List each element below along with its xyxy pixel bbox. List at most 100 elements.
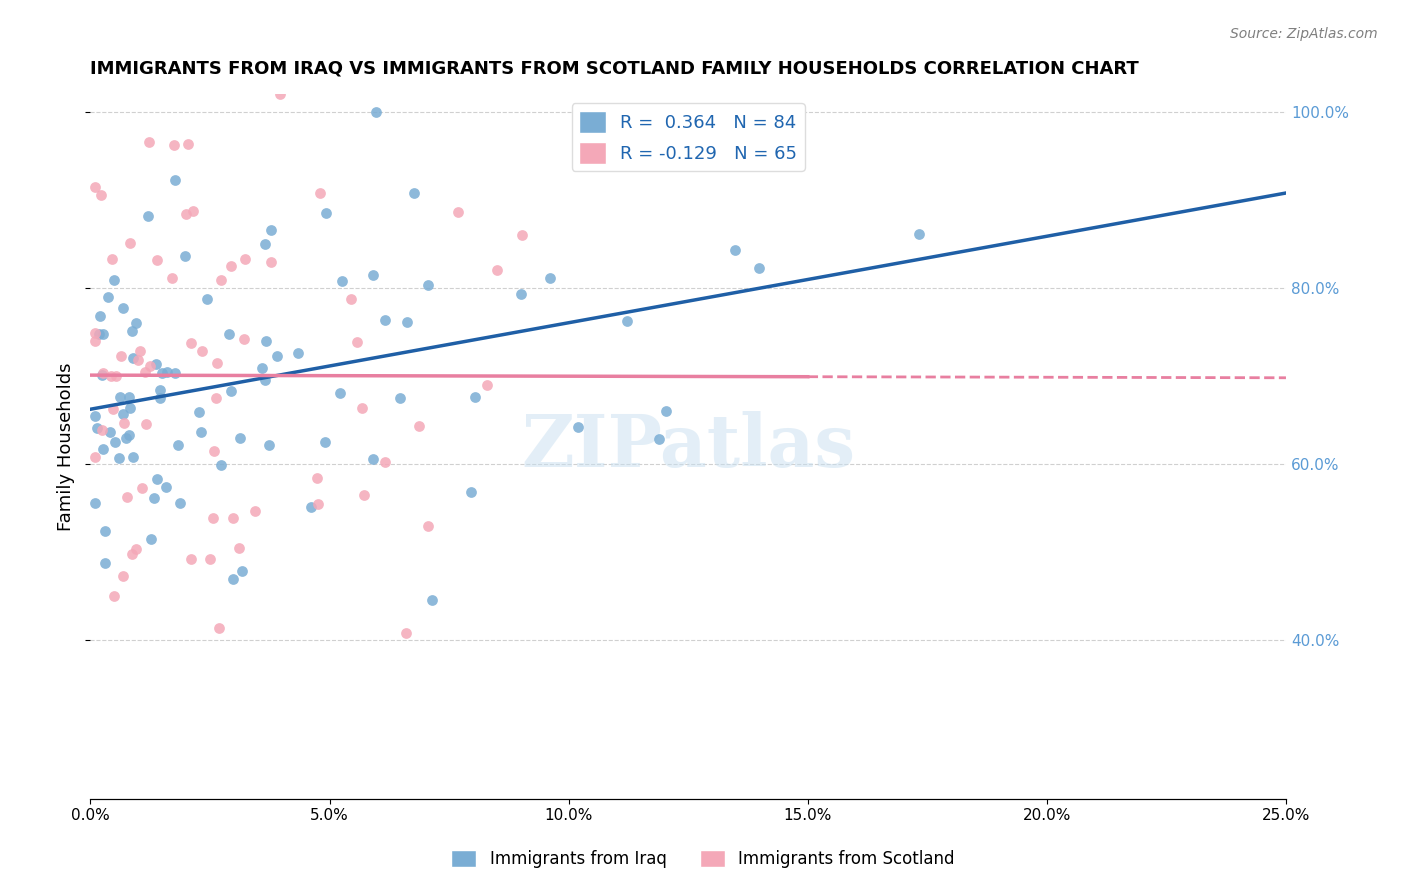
Point	[103, 590, 125, 604]
Point	[135, 417, 157, 432]
Point	[129, 344, 152, 359]
Point	[219, 384, 242, 399]
Point	[166, 437, 188, 451]
Point	[134, 365, 156, 379]
Point	[748, 261, 770, 276]
Point	[616, 313, 638, 327]
Point	[253, 374, 276, 388]
Point	[121, 351, 143, 365]
Point	[86, 421, 108, 435]
Point	[389, 392, 412, 406]
Point	[110, 349, 132, 363]
Point	[190, 425, 212, 439]
Point	[142, 491, 165, 505]
Point	[150, 366, 173, 380]
Legend: R =  0.364   N = 84, R = -0.129   N = 65: R = 0.364 N = 84, R = -0.129 N = 65	[572, 103, 804, 171]
Point	[139, 532, 162, 546]
Point	[136, 209, 159, 223]
Point	[117, 490, 139, 504]
Point	[749, 112, 772, 127]
Point	[475, 377, 498, 392]
Point	[198, 551, 221, 566]
Point	[145, 358, 167, 372]
Point	[103, 273, 125, 287]
Point	[89, 309, 111, 323]
Point	[108, 391, 131, 405]
Text: Source: ZipAtlas.com: Source: ZipAtlas.com	[1230, 27, 1378, 41]
Point	[486, 262, 509, 277]
Point	[121, 547, 143, 561]
Point	[207, 621, 229, 635]
Point	[101, 401, 124, 416]
Point	[84, 326, 107, 341]
Point	[118, 401, 141, 415]
Point	[104, 434, 127, 449]
Point	[254, 236, 277, 251]
Point	[447, 205, 470, 219]
Point	[209, 458, 232, 472]
Point	[222, 572, 245, 586]
Point	[155, 480, 177, 494]
Point	[219, 259, 242, 273]
Point	[510, 287, 533, 301]
Text: ZIPatlas: ZIPatlas	[522, 411, 855, 482]
Point	[364, 105, 387, 120]
Point	[222, 511, 245, 525]
Point	[510, 227, 533, 242]
Point	[84, 334, 107, 349]
Point	[125, 541, 148, 556]
Y-axis label: Family Households: Family Households	[58, 362, 75, 531]
Point	[205, 392, 228, 406]
Point	[232, 333, 254, 347]
Point	[394, 625, 416, 640]
Point	[163, 173, 186, 187]
Point	[169, 496, 191, 510]
Point	[105, 369, 128, 384]
Point	[112, 416, 135, 430]
Point	[374, 455, 396, 469]
Point	[111, 568, 134, 582]
Point	[209, 273, 232, 287]
Point	[139, 359, 162, 374]
Point	[250, 361, 273, 376]
Point	[648, 432, 671, 446]
Point	[361, 268, 384, 282]
Point	[269, 87, 291, 102]
Point	[908, 227, 931, 241]
Text: IMMIGRANTS FROM IRAQ VS IMMIGRANTS FROM SCOTLAND FAMILY HOUSEHOLDS CORRELATION C: IMMIGRANTS FROM IRAQ VS IMMIGRANTS FROM …	[90, 60, 1139, 78]
Point	[460, 485, 482, 500]
Point	[121, 324, 143, 338]
Point	[174, 207, 197, 221]
Point	[374, 312, 396, 326]
Point	[84, 179, 107, 194]
Point	[100, 252, 122, 266]
Point	[91, 442, 114, 457]
Point	[408, 419, 430, 434]
Point	[91, 423, 114, 437]
Point	[259, 438, 281, 452]
Point	[149, 383, 172, 397]
Point	[254, 334, 277, 348]
Point	[228, 541, 250, 555]
Point	[229, 431, 252, 445]
Point	[118, 235, 141, 250]
Point	[202, 511, 225, 525]
Point	[346, 335, 368, 350]
Point	[402, 186, 425, 201]
Point	[416, 519, 439, 533]
Point	[205, 356, 228, 370]
Point	[94, 556, 117, 570]
Point	[118, 427, 141, 442]
Point	[91, 366, 114, 380]
Point	[655, 404, 678, 418]
Point	[108, 451, 131, 466]
Point	[127, 352, 149, 367]
Point	[538, 271, 561, 285]
Point	[340, 293, 363, 307]
Point	[353, 487, 375, 501]
Point	[464, 390, 486, 404]
Point	[173, 249, 195, 263]
Point	[180, 335, 202, 350]
Point	[149, 392, 172, 406]
Point	[90, 368, 112, 383]
